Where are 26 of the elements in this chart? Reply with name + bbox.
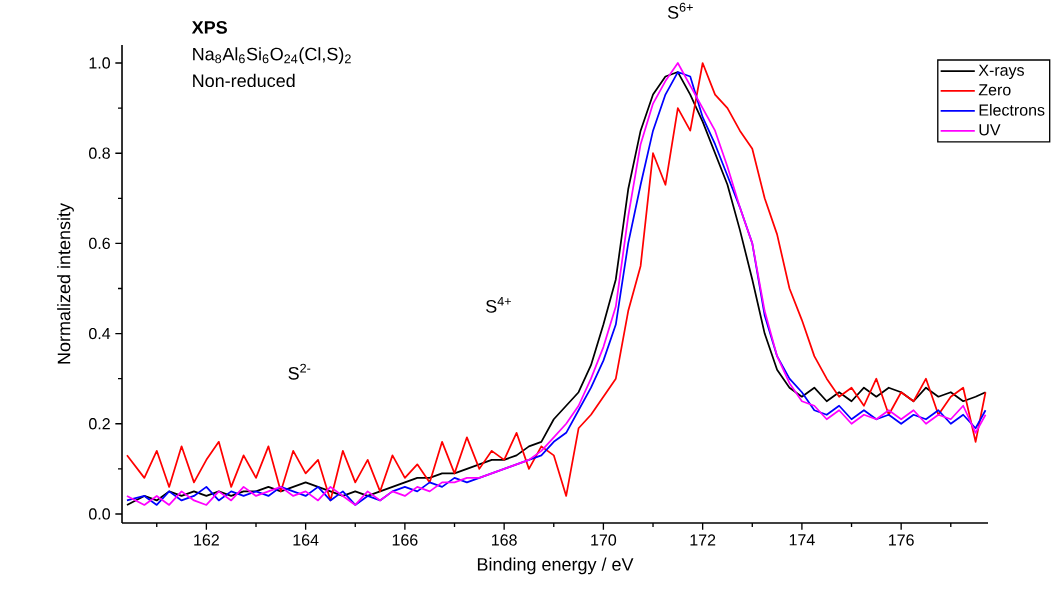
x-tick-label: 172 xyxy=(690,534,716,546)
y-tick-label: 1.0 xyxy=(89,57,111,69)
legend-label: Zero xyxy=(978,84,1011,96)
legend-label: Electrons xyxy=(979,104,1045,116)
y-tick-label: 0.6 xyxy=(89,237,110,250)
x-tick-label: 176 xyxy=(889,534,914,546)
chart-title: XPS xyxy=(191,21,227,34)
y-tick-label: 0.8 xyxy=(89,147,110,159)
y-tick-label: 0.0 xyxy=(89,508,111,520)
x-tick-label: 162 xyxy=(194,534,219,546)
y-tick-label: 0.2 xyxy=(89,418,110,430)
x-tick-label: 168 xyxy=(492,534,517,546)
legend-label: X-rays xyxy=(978,64,1024,79)
y-axis-title: Normalized intensity xyxy=(57,203,74,364)
x-tick-label: 170 xyxy=(591,534,617,546)
y-tick-label: 0.4 xyxy=(89,327,111,340)
x-tick-label: 174 xyxy=(789,534,815,546)
x-axis-title: Binding energy / eV xyxy=(477,557,634,575)
annotation: S$^{2-}$ xyxy=(288,363,311,380)
text: S$^{6+}$ xyxy=(667,2,693,19)
legend-label: UV xyxy=(979,124,1001,136)
text: Na$_{8}$Al$_{6}$Si$_{6}$O$_{24}$(Cl,S)$_{2}$ xyxy=(193,47,351,64)
annotation: S$^{4+}$ xyxy=(486,296,511,313)
annotation: Non-reduced xyxy=(193,73,295,88)
x-tick-label: 164 xyxy=(293,534,319,546)
x-tick-label: 166 xyxy=(392,534,418,546)
